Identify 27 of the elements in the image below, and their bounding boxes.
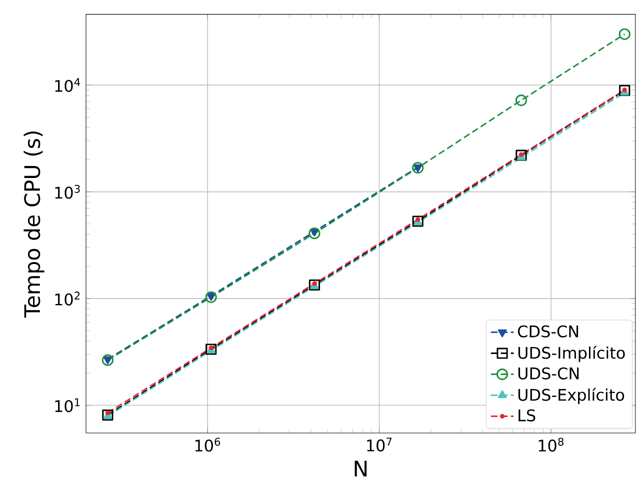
point xyxy=(518,152,524,157)
point xyxy=(308,228,320,240)
point xyxy=(516,150,527,161)
x-axis-title: N xyxy=(354,460,367,476)
point xyxy=(413,164,422,172)
point xyxy=(618,28,630,40)
y-tick-label: 10$^{2}$ xyxy=(55,292,80,306)
point xyxy=(619,84,630,96)
x-tick-label: 10$^{6}$ xyxy=(195,438,220,452)
legend-label: UDS-Explícito xyxy=(518,388,624,404)
y-tick-label: 10$^{3}$ xyxy=(55,184,80,199)
legend-label: UDS-Implícito xyxy=(518,346,625,362)
x-tick-label: 10$^{7}$ xyxy=(367,438,392,452)
legend-label: CDS-CN xyxy=(518,325,578,338)
point xyxy=(622,88,627,92)
legend-label: UDS-CN xyxy=(518,367,579,380)
x-tick-label: 10$^{8}$ xyxy=(538,438,564,452)
point xyxy=(416,217,420,222)
point xyxy=(412,162,424,174)
y-tick-label: 10$^{1}$ xyxy=(55,398,80,412)
y-tick-label: 10$^{4}$ xyxy=(55,78,80,92)
y-axis-title: Tempo de CPU (s) xyxy=(24,131,44,318)
point xyxy=(312,281,317,286)
point xyxy=(105,410,110,416)
point xyxy=(208,346,214,350)
point xyxy=(515,94,528,106)
legend-label: LS xyxy=(518,409,536,422)
